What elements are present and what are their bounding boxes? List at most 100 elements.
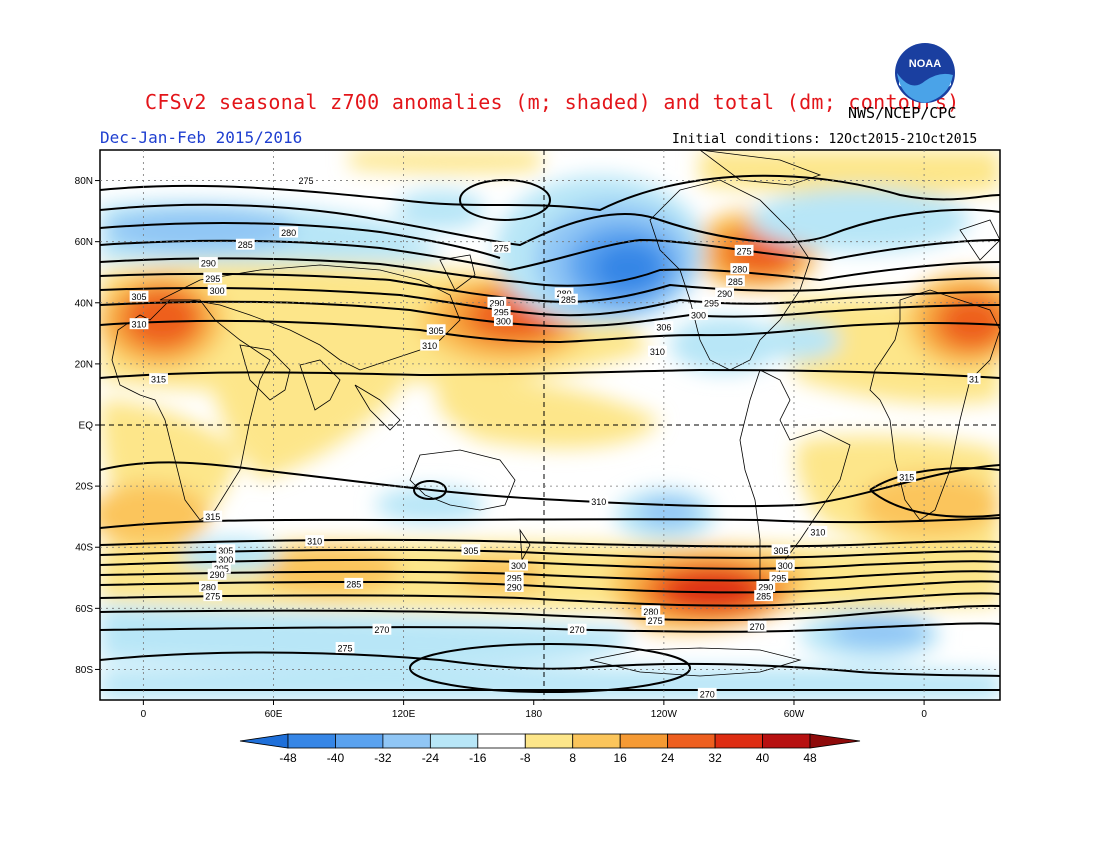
colorbar-segment <box>477 733 526 749</box>
colorbar-label: -8 <box>520 751 531 765</box>
contour-label-bg <box>967 373 981 385</box>
contour-label-bg <box>305 535 325 547</box>
lat-tick-label: 80N <box>75 176 93 187</box>
contour-label-bg <box>491 305 511 317</box>
contour-label-bg <box>641 605 661 617</box>
contour-label: 310 <box>307 537 322 547</box>
contour-label: 31 <box>969 375 979 385</box>
colorbar-segment <box>619 733 669 749</box>
contour-label-bg <box>199 580 218 592</box>
contour-label: 300 <box>210 286 225 296</box>
contour-label-bg <box>734 244 754 256</box>
lon-tick-label: 60E <box>265 709 283 720</box>
contour-label: 295 <box>507 573 522 583</box>
lat-tick-label: 60N <box>75 237 93 248</box>
lat-tick-label: 80S <box>75 665 93 676</box>
contour-label-bg <box>207 284 227 296</box>
contour-label-bg <box>129 290 149 302</box>
colorbar-segment <box>762 733 811 749</box>
contour-label-bg <box>645 614 665 626</box>
contour-label: 315 <box>205 512 220 522</box>
colorbar-label: 32 <box>708 751 722 765</box>
contour-label: 310 <box>132 320 147 330</box>
contour-label: 285 <box>756 592 771 602</box>
contour-label: 305 <box>218 546 233 556</box>
contour-label: 305 <box>773 546 788 556</box>
contour-label: 295 <box>205 274 220 284</box>
longitude-ticks: 0 60E 120E 180 120W 60W 0 <box>141 700 927 720</box>
contour-label-bg <box>775 559 795 571</box>
contour-label: 300 <box>691 311 706 321</box>
lat-tick-label: 20S <box>75 482 93 493</box>
colorbar-segment <box>382 733 431 749</box>
contour-label-bg <box>279 226 299 238</box>
contour-label-bg <box>372 623 392 635</box>
contour-label-bg <box>335 642 355 654</box>
contour-label-bg <box>426 324 446 336</box>
contour-label: 305 <box>429 326 444 336</box>
contour-label-bg <box>344 577 364 589</box>
contour-label-bg <box>726 275 745 287</box>
contour-label: 280 <box>732 265 747 275</box>
lon-tick-label: 60W <box>784 709 805 720</box>
colorbar-label: 16 <box>614 751 628 765</box>
contour-label-bg <box>754 590 774 602</box>
lon-tick-label: 180 <box>525 709 542 720</box>
colorbar-segment <box>572 733 621 749</box>
colorbar-label: -48 <box>279 751 297 765</box>
contour-label: 315 <box>151 375 166 385</box>
contour-label: 285 <box>238 240 253 250</box>
contour-label-bg <box>235 238 255 250</box>
lon-tick-label: 120E <box>392 709 416 720</box>
contour-label-bg <box>420 339 440 351</box>
contour-label-bg <box>212 562 231 574</box>
contour-label-bg <box>730 263 750 275</box>
lon-tick-label: 0 <box>141 709 147 720</box>
contour-label-bg <box>702 296 721 308</box>
contour-label-bg <box>216 553 236 565</box>
lat-tick-label: EQ <box>79 421 94 432</box>
colorbar-label: -24 <box>422 751 440 765</box>
height-contours <box>100 174 1000 693</box>
latitude-ticks: 80N 60N 40N 20N EQ 20S 40S 60S 80S <box>75 176 100 676</box>
contour-label: 270 <box>374 625 389 635</box>
contour-label-bg <box>747 620 767 632</box>
contour-label-bg <box>203 590 223 602</box>
contour-label-bg <box>715 287 734 299</box>
contour-label: 275 <box>338 644 353 654</box>
contour-label-bg <box>493 315 513 327</box>
contour-label: 285 <box>346 579 361 589</box>
contour-label: 290 <box>717 289 732 299</box>
contour-label: 305 <box>132 292 147 302</box>
contour-label-bg <box>504 580 524 592</box>
contour-label: 275 <box>299 176 314 186</box>
contour-label: 285 <box>561 295 576 305</box>
chart-title: CFSv2 seasonal z700 anomalies (m; shaded… <box>145 90 960 114</box>
contour-label-bg <box>129 318 149 330</box>
lon-tick-label: 120W <box>651 709 678 720</box>
forecast-period: Dec-Jan-Feb 2015/2016 <box>100 128 303 147</box>
colorbar-label: -16 <box>469 751 487 765</box>
lon-tick-label: 0 <box>921 709 927 720</box>
colorbar-label: 40 <box>756 751 770 765</box>
contour-label: 275 <box>648 616 663 626</box>
contour-label-bg <box>589 495 609 507</box>
contour-labels: 2752802852902953003053103152752902953003… <box>129 174 981 699</box>
contour-label: 300 <box>511 561 526 571</box>
noaa-logo-text: NOAA <box>909 58 941 70</box>
contour-label-bg <box>461 544 481 556</box>
colorbar-segment <box>667 733 716 749</box>
colorbar-label: 8 <box>569 751 576 765</box>
contour-label-bg <box>689 309 708 320</box>
contour-label: 280 <box>201 582 216 592</box>
contour-label: 280 <box>281 228 296 238</box>
contour-label: 275 <box>737 246 752 256</box>
contour-label: 310 <box>810 527 825 537</box>
contour-label: 290 <box>201 259 216 269</box>
contour-label: 300 <box>218 555 233 565</box>
contour-label-bg <box>756 580 776 592</box>
lat-tick-label: 20N <box>75 359 93 370</box>
contour-label: 290 <box>758 582 773 592</box>
lat-tick-label: 60S <box>75 604 93 615</box>
